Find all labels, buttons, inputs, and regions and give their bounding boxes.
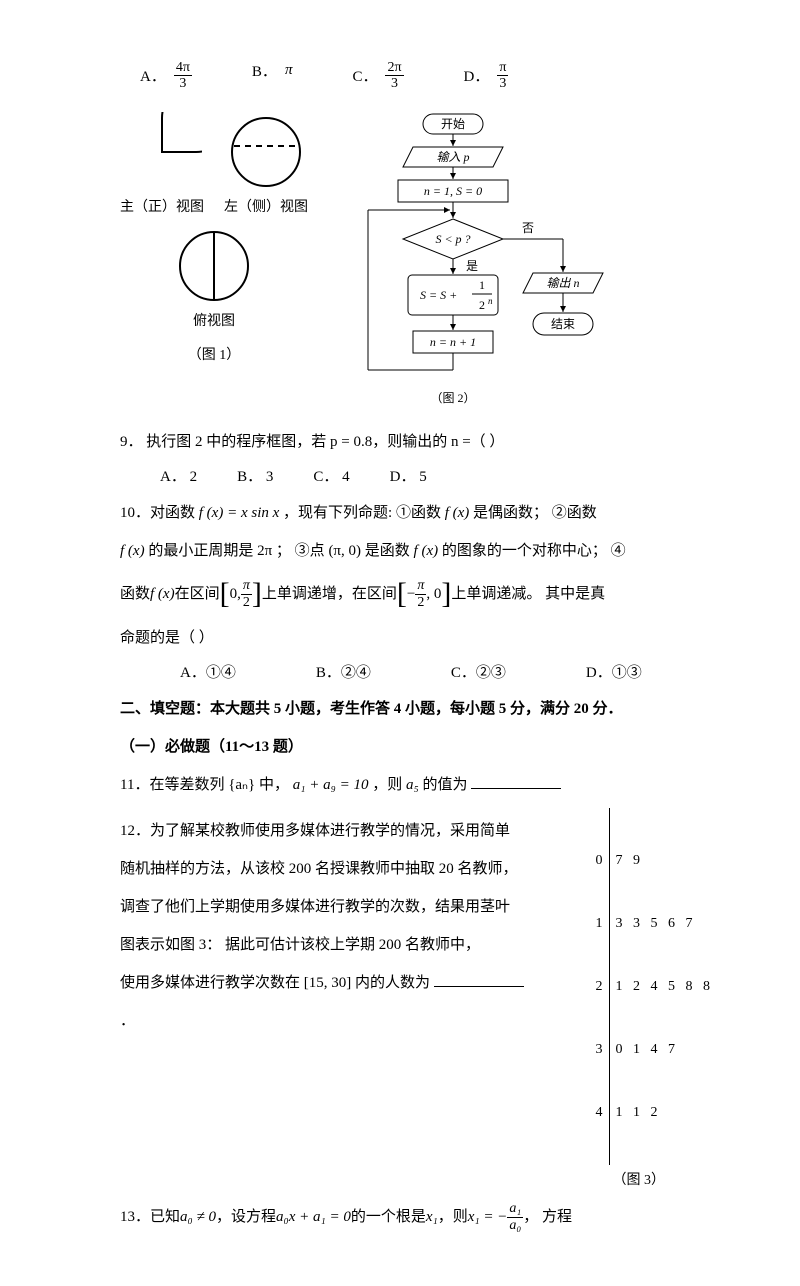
q12-l3: 调查了他们上学期使用多媒体进行教学的次数，结果用茎叶 <box>120 892 548 922</box>
interval-1: [ 0, π2 ] <box>220 578 262 611</box>
option-B-label: B． <box>252 60 277 81</box>
q9-options: A． 2 B． 3 C． 4 D． 5 <box>120 465 710 486</box>
q9-text: 9． 执行图 2 中的程序框图，若 p = 0.8，则输出的 n =（ ） <box>120 427 710 457</box>
interval-2: [ − π2 , 0 ] <box>397 578 451 611</box>
flow-start: 开始 <box>441 117 465 131</box>
svg-text:结束: 结束 <box>551 317 575 331</box>
option-C-label: C． <box>352 65 377 86</box>
fig1-label: （图 1） <box>188 344 241 364</box>
q9-C: C． 4 <box>313 465 349 486</box>
svg-text:（图 2）: （图 2） <box>430 391 475 405</box>
option-D-label: D． <box>464 65 490 86</box>
q10-line3: 函数 f (x) 在区间 [ 0, π2 ] 上单调递增，在区间 [ − π2 … <box>120 578 710 611</box>
side-view: 左（侧）视图 <box>224 112 308 216</box>
q10-line2: f (x) 的最小正周期是 2π ； ③点 (π, 0) 是函数 f (x) 的… <box>120 536 710 566</box>
option-D-frac: π 3 <box>497 60 508 92</box>
svg-text:n: n <box>488 296 493 306</box>
front-view-label: 主（正）视图 <box>120 196 204 216</box>
q11: 11．在等差数列 {aₙ} 中， a₁ + a₉ = 10 ，则 a₅ 的值为 <box>120 770 710 800</box>
q10-A: A．①④ <box>180 661 236 682</box>
option-B-val: π <box>285 62 293 79</box>
top-view-label: 俯视图 <box>174 310 254 330</box>
svg-text:2: 2 <box>479 298 485 312</box>
q11-blank <box>471 773 561 789</box>
section2-heading: 二、填空题：本大题共 5 小题，考生作答 4 小题，每小题 5 分，满分 20 … <box>120 694 710 724</box>
option-A-frac: 4π 3 <box>174 60 192 92</box>
stemleaf-leaves: 7 9 3 3 5 6 7 1 2 4 5 8 8 0 1 4 7 1 1 2 <box>610 808 711 1165</box>
q13-frac: a₁ a₀ <box>507 1201 523 1233</box>
flowchart-svg: 开始 输入 p n = 1, S = 0 S < p ? 否 输出 n <box>348 112 618 412</box>
q9-B: B． 3 <box>237 465 273 486</box>
q10-options: A．①④ B．②④ C．②③ D．①③ <box>120 661 710 682</box>
svg-text:n = n + 1: n = n + 1 <box>430 335 476 349</box>
q10-C: C．②③ <box>451 661 506 682</box>
top-view-svg <box>174 226 254 306</box>
svg-text:输出 n: 输出 n <box>546 276 579 290</box>
svg-text:n = 1, S = 0: n = 1, S = 0 <box>424 184 482 198</box>
svg-text:S < p ?: S < p ? <box>435 232 470 246</box>
option-C-frac: 2π 3 <box>385 60 403 92</box>
q10-line4: 命题的是（ ） <box>120 623 710 653</box>
q12-l4: 图表示如图 3： 据此可估计该校上学期 200 名教师中， <box>120 930 548 960</box>
svg-text:输入 p: 输入 p <box>436 150 469 164</box>
stemleaf-stems: 0 1 2 3 4 <box>568 808 610 1165</box>
section2-sub: （一）必做题（11～13 题） <box>120 732 710 762</box>
svg-text:是: 是 <box>466 259 478 273</box>
q13: 13．已知 a₀ ≠ 0 ，设方程 a₀x + a₁ = 0 的一个根是 x₁ … <box>120 1201 710 1234</box>
three-views: 主（正）视图 左（侧）视图 俯视图 （图 1） <box>120 112 308 364</box>
front-view: 主（正）视图 <box>120 112 204 216</box>
flowchart: 开始 输入 p n = 1, S = 0 S < p ? 否 输出 n <box>348 112 618 417</box>
option-A-label: A． <box>140 65 166 86</box>
side-view-label: 左（侧）视图 <box>224 196 308 216</box>
q12-l1: 12．为了解某校教师使用多媒体进行教学的情况，采用简单 <box>120 816 548 846</box>
q10-B: B．②④ <box>316 661 371 682</box>
option-D: D． π 3 <box>464 60 509 92</box>
front-view-svg <box>122 112 202 192</box>
q12-blank <box>434 971 524 987</box>
option-B: B． π <box>252 60 293 81</box>
option-A: A． 4π 3 <box>140 60 192 92</box>
q9-A: A． 2 <box>160 465 197 486</box>
fig3-label: （图 3） <box>568 1169 711 1189</box>
q9-D: D． 5 <box>390 465 427 486</box>
q10-line1: 10．对函数 f (x) = x sin x ，现有下列命题: ①函数 f (x… <box>120 498 710 528</box>
q12-l2: 随机抽样的方法，从该校 200 名授课教师中抽取 20 名教师， <box>120 854 548 884</box>
svg-text:否: 否 <box>522 221 534 235</box>
q12-l5: 使用多媒体进行教学次数在 [15, 30] 内的人数为 <box>120 968 548 998</box>
svg-text:S = S +: S = S + <box>420 288 457 302</box>
option-C: C． 2π 3 <box>352 60 403 92</box>
answer-options-row: A． 4π 3 B． π C． 2π 3 D． π 3 <box>120 60 710 92</box>
figures-row: 主（正）视图 左（侧）视图 俯视图 （图 1） <box>120 112 710 417</box>
svg-text:1: 1 <box>479 278 485 292</box>
q10-D: D．①③ <box>586 661 642 682</box>
q12-l6: ． <box>120 1006 548 1036</box>
side-view-svg <box>226 112 306 192</box>
top-view: 俯视图 <box>174 226 254 330</box>
